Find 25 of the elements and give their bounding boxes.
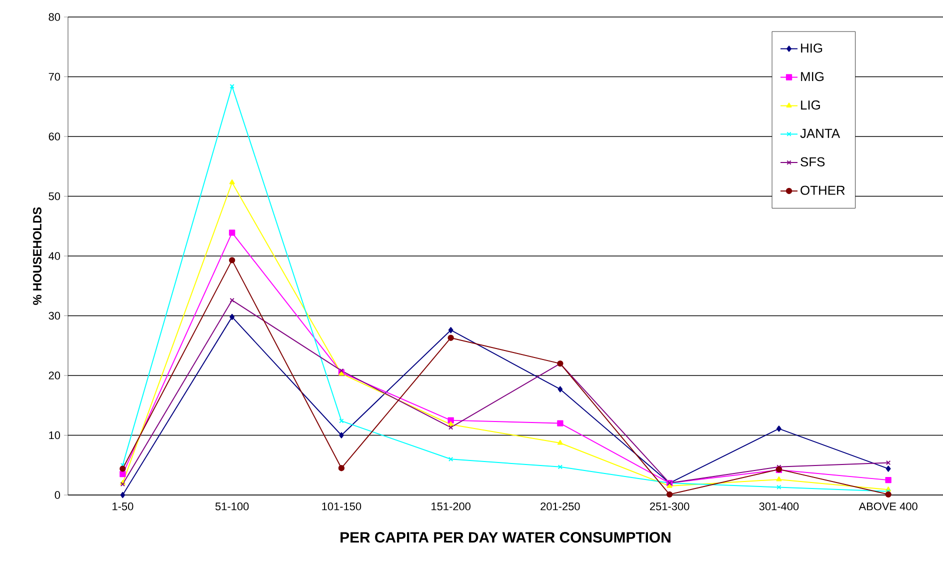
y-tick-label: 10 — [49, 431, 60, 440]
legend-label: JANTA — [800, 128, 840, 138]
legend-label: LIG — [801, 100, 820, 110]
legend-label: SFS — [800, 157, 825, 166]
y-tick-label: 0 — [54, 491, 60, 499]
y-tick-label: 40 — [48, 252, 60, 260]
y-axis-title: % HOUSEHOLDS — [33, 207, 42, 305]
legend-label: HIG — [801, 43, 822, 53]
y-tick-label: 70 — [48, 72, 60, 81]
y-tick-label: 80 — [48, 13, 60, 21]
y-tick-label: 20 — [48, 372, 60, 380]
x-tick-label: 51-100 — [215, 502, 249, 510]
legend-label: MIG — [801, 72, 824, 82]
x-tick-label: 301-400 — [759, 502, 799, 510]
x-tick-label: 1-50 — [112, 502, 134, 510]
x-tick-label: 201-250 — [540, 502, 580, 510]
x-axis-title: PER CAPITA PER DAY WATER CONSUMPTION — [340, 532, 670, 543]
x-tick-label: 101-150 — [322, 502, 362, 510]
y-tick-label: 60 — [48, 132, 60, 140]
x-tick-label: 251-300 — [650, 502, 690, 510]
x-tick-label: 151-200 — [432, 502, 470, 510]
y-tick-label: 50 — [48, 192, 60, 200]
legend-label: OTHER — [800, 186, 845, 195]
y-tick-label: 30 — [48, 312, 60, 320]
x-tick-label: ABOVE 400 — [858, 502, 918, 510]
